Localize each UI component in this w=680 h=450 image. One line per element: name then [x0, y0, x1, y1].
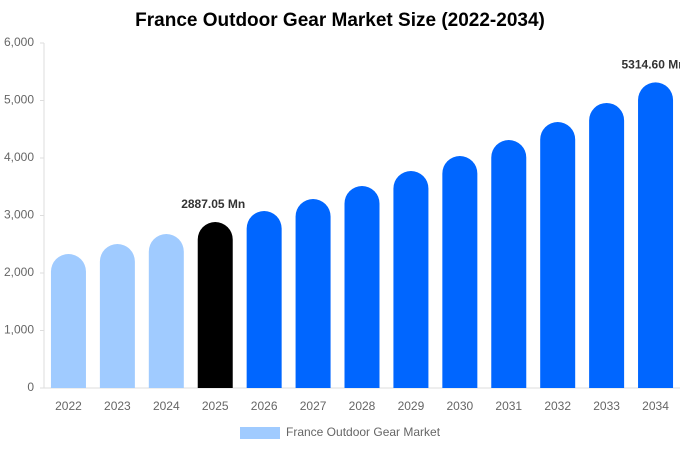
bar: [442, 155, 478, 388]
y-tick-label: 4,000: [4, 150, 34, 164]
bar: [148, 234, 184, 388]
bar: [246, 211, 282, 388]
legend-swatch: [240, 427, 280, 439]
value-label: 5314.60 Mn: [622, 58, 680, 72]
x-tick-label: 2033: [593, 399, 620, 413]
x-tick-label: 2032: [544, 399, 571, 413]
x-tick-label: 2024: [153, 399, 180, 413]
chart-title: France Outdoor Gear Market Size (2022-20…: [135, 10, 545, 31]
bar: [295, 198, 331, 388]
x-tick-label: 2031: [495, 399, 522, 413]
bar: [540, 122, 576, 388]
bar: [197, 221, 233, 388]
bar: [589, 102, 625, 388]
y-tick-label: 0: [27, 380, 34, 394]
bar: [491, 140, 527, 388]
bar: [99, 244, 135, 388]
x-tick-label: 2027: [300, 399, 327, 413]
x-tick-label: 2030: [446, 399, 473, 413]
x-tick-label: 2025: [202, 399, 229, 413]
y-tick-label: 6,000: [4, 35, 34, 49]
legend-label: France Outdoor Gear Market: [286, 425, 441, 439]
x-tick-label: 2028: [349, 399, 376, 413]
value-label: 2887.05 Mn: [181, 197, 245, 211]
y-tick-label: 3,000: [4, 208, 34, 222]
y-tick-label: 1,000: [4, 323, 34, 337]
bar: [344, 186, 380, 388]
bar: [393, 170, 429, 388]
x-tick-label: 2026: [251, 399, 278, 413]
x-tick-label: 2029: [398, 399, 425, 413]
y-tick-label: 5,000: [4, 93, 34, 107]
x-tick-label: 2022: [55, 399, 82, 413]
y-tick-label: 2,000: [4, 265, 34, 279]
bar: [50, 254, 86, 388]
x-tick-label: 2023: [104, 399, 131, 413]
x-tick-label: 2034: [642, 399, 669, 413]
bar: [638, 82, 674, 389]
